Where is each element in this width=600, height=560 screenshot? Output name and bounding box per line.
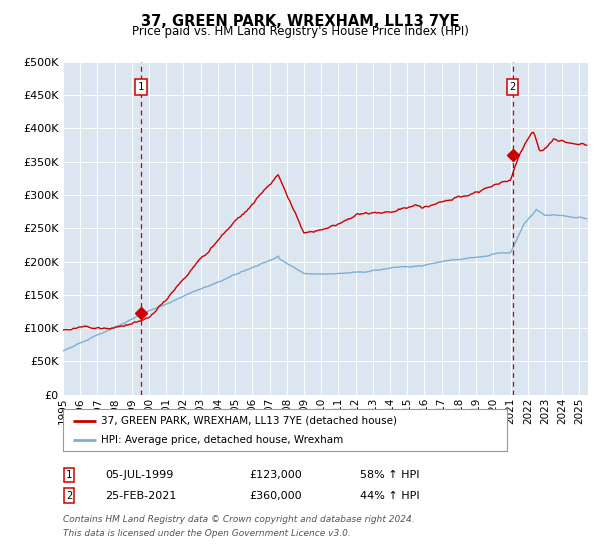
Text: £123,000: £123,000 <box>249 470 302 480</box>
Text: HPI: Average price, detached house, Wrexham: HPI: Average price, detached house, Wrex… <box>101 435 343 445</box>
Text: 37, GREEN PARK, WREXHAM, LL13 7YE (detached house): 37, GREEN PARK, WREXHAM, LL13 7YE (detac… <box>101 416 397 426</box>
Text: 05-JUL-1999: 05-JUL-1999 <box>105 470 173 480</box>
Text: £360,000: £360,000 <box>249 491 302 501</box>
Text: 44% ↑ HPI: 44% ↑ HPI <box>360 491 419 501</box>
Text: Price paid vs. HM Land Registry's House Price Index (HPI): Price paid vs. HM Land Registry's House … <box>131 25 469 38</box>
Text: 1: 1 <box>137 82 144 92</box>
Text: 37, GREEN PARK, WREXHAM, LL13 7YE: 37, GREEN PARK, WREXHAM, LL13 7YE <box>141 14 459 29</box>
Text: 2: 2 <box>66 491 72 501</box>
Text: 58% ↑ HPI: 58% ↑ HPI <box>360 470 419 480</box>
Text: This data is licensed under the Open Government Licence v3.0.: This data is licensed under the Open Gov… <box>63 529 351 538</box>
Text: 1: 1 <box>66 470 72 480</box>
Text: Contains HM Land Registry data © Crown copyright and database right 2024.: Contains HM Land Registry data © Crown c… <box>63 515 415 524</box>
Text: 2: 2 <box>509 82 516 92</box>
Text: 25-FEB-2021: 25-FEB-2021 <box>105 491 176 501</box>
